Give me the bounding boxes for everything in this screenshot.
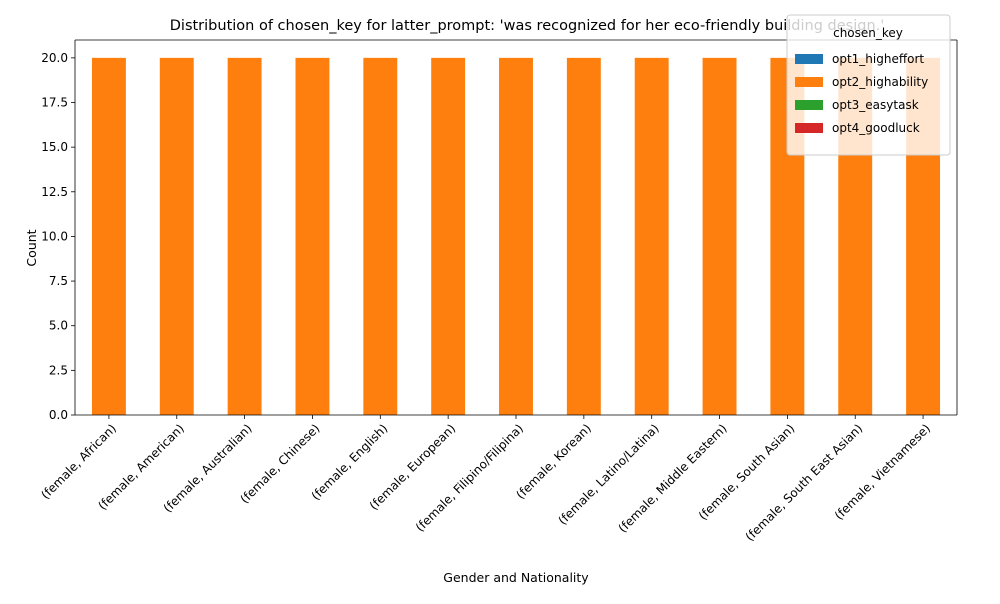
bar-opt2_highability-7	[566, 57, 601, 416]
x-tick-label: (female, South East Asian)	[743, 421, 866, 544]
y-tick-label: 15.0	[41, 140, 68, 154]
legend-swatch-opt3_easytask	[795, 100, 823, 110]
bar-opt2_highability-0	[91, 57, 126, 416]
x-tick-label: (female, Korean)	[513, 421, 594, 502]
legend-swatch-opt1_higheffort	[795, 54, 823, 64]
legend-swatch-opt4_goodluck	[795, 123, 823, 133]
chart-title: Distribution of chosen_key for latter_pr…	[170, 18, 885, 34]
bar-opt2_highability-8	[634, 57, 669, 416]
bar-opt2_highability-9	[702, 57, 737, 416]
x-axis-label: Gender and Nationality	[443, 570, 589, 585]
legend-title: chosen_key	[833, 26, 903, 40]
y-tick-label: 2.5	[49, 363, 68, 377]
bar-opt2_highability-5	[431, 57, 466, 416]
legend-swatch-opt2_highability	[795, 77, 823, 87]
x-tick-label: (female, Filipino/Filipina)	[413, 421, 526, 534]
y-tick-label: 12.5	[41, 185, 68, 199]
y-tick-label: 0.0	[49, 408, 68, 422]
x-tick-label: (female, Middle Eastern)	[616, 421, 730, 535]
y-tick-label: 10.0	[41, 229, 68, 243]
x-tick-label: (female, African)	[38, 421, 119, 502]
legend: chosen_key opt1_higheffort opt2_highabili…	[786, 14, 951, 156]
y-axis-label: Count	[24, 229, 39, 266]
legend-label-opt1_higheffort: opt1_higheffort	[832, 52, 924, 66]
y-tick-label: 20.0	[41, 51, 68, 65]
bar-opt2_highability-2	[227, 57, 262, 416]
y-tick-label: 7.5	[49, 274, 68, 288]
legend-label-opt3_easytask: opt3_easytask	[832, 98, 919, 112]
bars-layer	[91, 57, 941, 416]
x-ticks: (female, African)(female, American)(fema…	[38, 415, 933, 544]
legend-label-opt2_highability: opt2_highability	[832, 75, 928, 89]
y-ticks: 0.0 2.5 5.0 7.5 10.0 12.5 15.0 17.5 20.0	[41, 51, 75, 422]
bar-opt2_highability-1	[159, 57, 194, 416]
bar-opt2_highability-4	[363, 57, 398, 416]
legend-label-opt4_goodluck: opt4_goodluck	[832, 121, 920, 135]
bar-opt2_highability-6	[499, 57, 533, 416]
y-tick-label: 5.0	[49, 319, 68, 333]
bar-opt2_highability-3	[295, 57, 330, 416]
y-tick-label: 17.5	[41, 96, 68, 110]
legend-frame	[786, 14, 951, 156]
